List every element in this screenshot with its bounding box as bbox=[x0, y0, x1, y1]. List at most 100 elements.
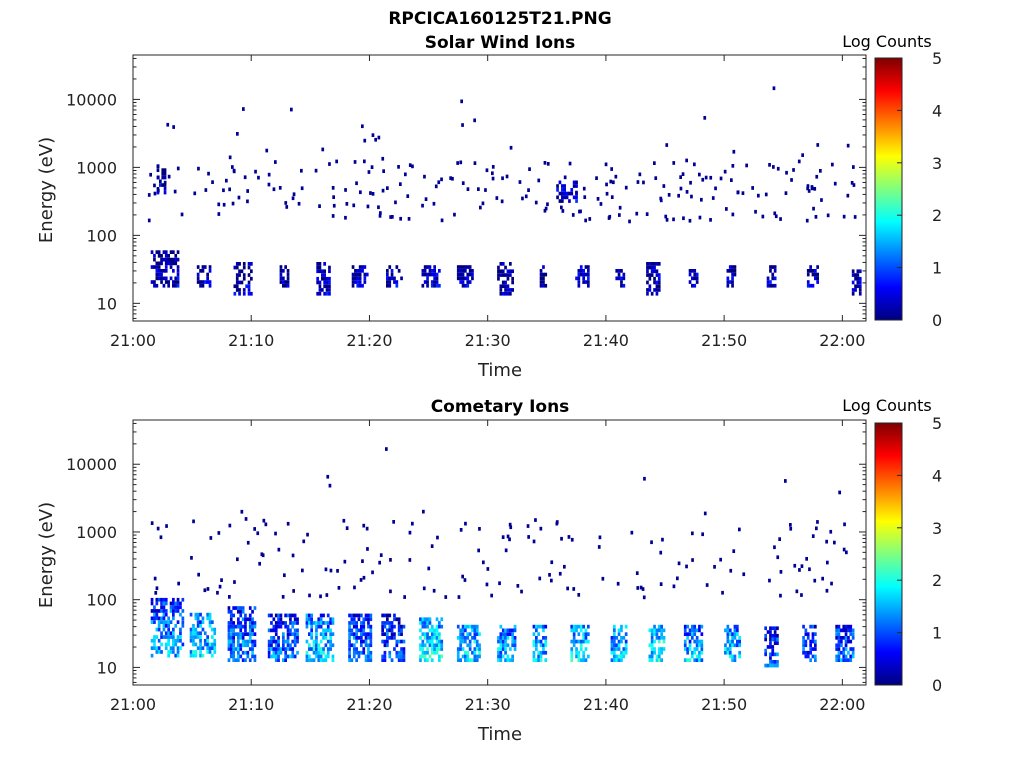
data-cell bbox=[693, 624, 697, 629]
x-tick-label: 21:50 bbox=[701, 331, 747, 350]
data-cell bbox=[270, 647, 273, 651]
data-cell bbox=[542, 280, 545, 284]
data-cell bbox=[802, 636, 805, 640]
data-cell bbox=[155, 586, 159, 591]
data-cell bbox=[172, 650, 175, 654]
data-cell bbox=[506, 643, 510, 648]
data-cell bbox=[156, 164, 160, 168]
data-cell bbox=[814, 654, 817, 659]
data-cell bbox=[323, 276, 326, 281]
data-cell bbox=[284, 647, 287, 651]
data-cell bbox=[169, 605, 173, 610]
data-cell bbox=[698, 639, 701, 644]
data-cell bbox=[354, 280, 357, 284]
data-cell bbox=[620, 280, 623, 284]
data-cell bbox=[343, 559, 347, 564]
x-tick-label: 22:00 bbox=[819, 331, 865, 350]
data-cell bbox=[399, 182, 402, 186]
data-cell bbox=[199, 624, 202, 628]
data-cell bbox=[464, 276, 467, 281]
data-cell bbox=[838, 490, 841, 495]
data-cell bbox=[286, 521, 290, 526]
data-cell bbox=[251, 650, 254, 655]
data-cell bbox=[695, 272, 699, 277]
data-cell bbox=[466, 636, 470, 640]
data-cell bbox=[700, 639, 704, 644]
data-cell bbox=[679, 175, 682, 179]
data-cell bbox=[235, 284, 239, 289]
data-cell bbox=[736, 624, 739, 629]
data-cell bbox=[367, 654, 370, 659]
data-cell bbox=[693, 162, 696, 167]
data-cell bbox=[174, 642, 178, 647]
data-cell bbox=[167, 627, 170, 632]
data-cell bbox=[153, 257, 156, 262]
data-cell bbox=[176, 650, 180, 654]
data-cell bbox=[232, 169, 236, 174]
data-cell bbox=[238, 273, 241, 277]
data-cell bbox=[624, 632, 628, 636]
data-cell bbox=[433, 632, 436, 636]
data-cell bbox=[655, 654, 659, 659]
data-cell bbox=[359, 578, 363, 582]
colorbar-tick-label: 0 bbox=[932, 676, 942, 695]
data-cell bbox=[284, 283, 287, 288]
data-cell bbox=[201, 627, 205, 632]
data-cell bbox=[459, 272, 462, 277]
data-cell bbox=[435, 283, 439, 288]
data-cell bbox=[270, 639, 273, 644]
data-cell bbox=[206, 587, 210, 591]
data-cell bbox=[579, 643, 583, 648]
data-cell bbox=[577, 276, 581, 281]
data-cell bbox=[305, 621, 309, 625]
data-cell bbox=[728, 632, 732, 636]
data-cell bbox=[725, 207, 728, 211]
data-cell bbox=[305, 658, 309, 662]
data-cell bbox=[582, 636, 585, 640]
data-cell bbox=[351, 276, 355, 281]
data-cell bbox=[459, 636, 462, 640]
data-cell bbox=[428, 272, 432, 277]
data-cell bbox=[835, 628, 838, 633]
data-cell bbox=[386, 632, 389, 636]
data-cell bbox=[201, 280, 205, 284]
data-cell bbox=[620, 658, 623, 662]
data-cell bbox=[388, 265, 392, 269]
data-cell bbox=[331, 654, 335, 659]
ylabel-solar-wind: Energy (eV) bbox=[36, 137, 57, 243]
data-cell bbox=[728, 628, 732, 633]
data-cell bbox=[192, 627, 195, 632]
data-cell bbox=[842, 650, 846, 655]
data-cell bbox=[155, 283, 159, 288]
colorbar-label-cometary: Log Counts bbox=[842, 396, 932, 415]
data-cell bbox=[815, 174, 819, 179]
data-cell bbox=[176, 601, 180, 606]
data-cell bbox=[162, 257, 166, 262]
data-cell bbox=[422, 509, 425, 514]
data-cell bbox=[293, 613, 297, 618]
data-cell bbox=[695, 276, 699, 281]
data-cell bbox=[459, 265, 462, 269]
data-cell bbox=[738, 639, 741, 644]
data-cell bbox=[272, 187, 276, 192]
data-cell bbox=[728, 639, 732, 644]
data-cell bbox=[228, 187, 231, 192]
data-cell bbox=[504, 291, 507, 296]
data-cell bbox=[461, 280, 465, 284]
data-cell bbox=[779, 593, 782, 598]
data-cell bbox=[497, 639, 500, 644]
data-cell bbox=[176, 280, 180, 284]
data-cell bbox=[535, 624, 538, 629]
data-cell bbox=[456, 636, 460, 640]
x-tick-label: 22:00 bbox=[819, 695, 865, 714]
data-cell bbox=[736, 628, 739, 633]
data-cell bbox=[816, 143, 820, 147]
data-cell bbox=[162, 605, 166, 610]
data-cell bbox=[286, 632, 290, 636]
data-cell bbox=[461, 123, 464, 127]
data-cell bbox=[279, 621, 283, 625]
data-cell bbox=[478, 527, 481, 531]
data-cell bbox=[277, 617, 280, 622]
data-cell bbox=[563, 188, 566, 192]
data-cell bbox=[613, 654, 616, 659]
